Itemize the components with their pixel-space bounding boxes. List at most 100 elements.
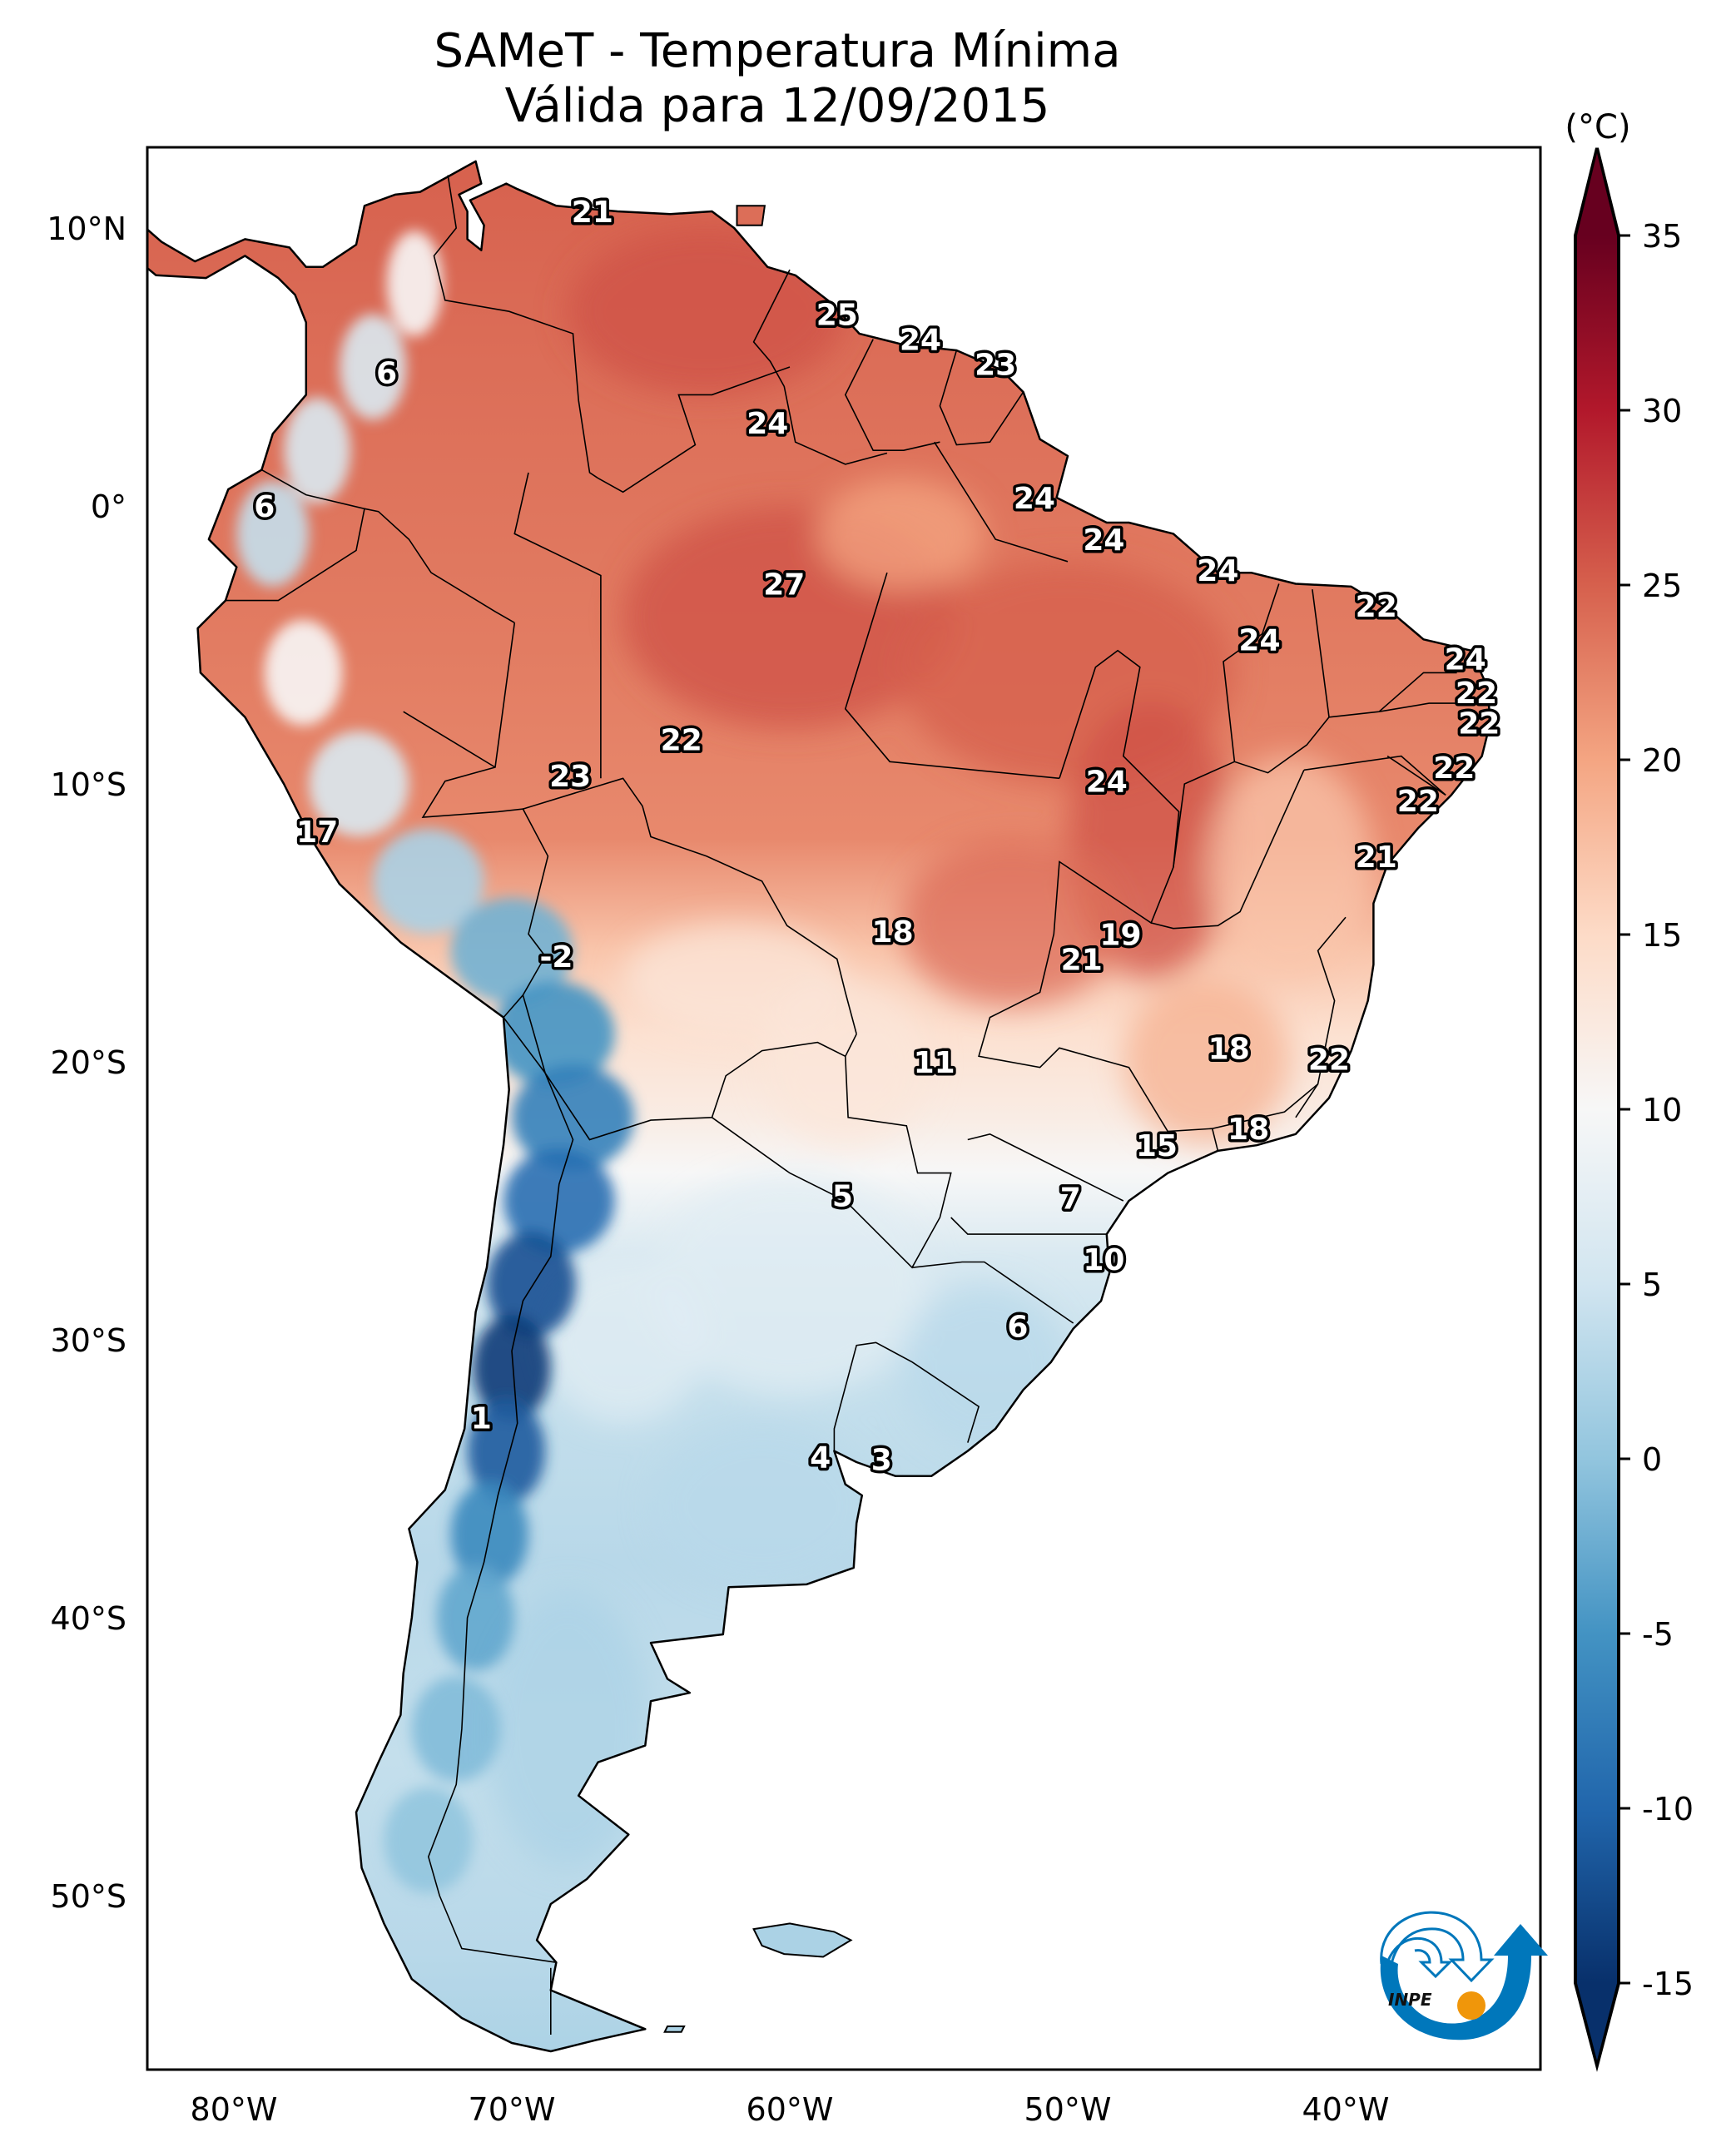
temperature-value-label: 1: [471, 1402, 492, 1436]
latitude-tick-label: 10°S: [51, 766, 126, 803]
temperature-value-label: 21: [1356, 840, 1397, 875]
border-line: [844, 339, 940, 452]
colorbar-tick-label: -10: [1642, 1791, 1694, 1827]
latitude-tick-label: 20°S: [51, 1044, 126, 1081]
andes-cold-segment: [492, 981, 615, 1088]
border-line: [967, 1133, 1124, 1202]
temperature-value-label: 24: [900, 324, 941, 358]
colorbar-ticks: 35 30 25 20 15 10 5 0 -5 -10 -15: [1619, 218, 1694, 2002]
colorbar-extend-min: [1577, 1983, 1617, 2060]
andes-cold-segment: [284, 397, 351, 503]
islands: [663, 205, 853, 2033]
andes-cold-segment: [236, 480, 310, 587]
andes-cold-segment: [473, 1314, 551, 1421]
temperature-value-label: 22: [1356, 590, 1397, 624]
border-line: [364, 508, 515, 623]
latitude-tick-label: 30°S: [51, 1322, 126, 1359]
border-line: [939, 350, 1024, 446]
colorbar-tick-label: -5: [1642, 1616, 1674, 1653]
temperature-value-label: 11: [914, 1046, 955, 1080]
temperature-value-label: 23: [549, 760, 591, 794]
andes-cold-segment: [386, 231, 443, 337]
temperature-value-label: 4: [810, 1440, 831, 1475]
border-line: [844, 572, 1060, 780]
island: [752, 1922, 853, 1958]
logo-outline-arrow-icon: [1380, 1911, 1495, 1983]
temperature-value-label: 10: [1083, 1243, 1124, 1277]
colorbar-gradient: [1574, 147, 1620, 2072]
longitude-tick-label: 60°W: [746, 2091, 834, 2128]
andes-cold-segment: [436, 1564, 515, 1671]
logo-swoosh-arrow-icon: [1380, 1924, 1548, 2040]
border-line: [427, 1017, 574, 1963]
map-area: 2166252423242427242422242422222222212223…: [147, 147, 1540, 2070]
andes-cold-segment: [264, 619, 343, 726]
border-line: [978, 649, 1213, 1133]
border-line: [752, 269, 888, 465]
colorbar-tick-label: 30: [1642, 393, 1682, 429]
temperature-blob: [817, 478, 985, 590]
temperature-value-label: 18: [872, 915, 914, 950]
temperature-value-label: 24: [746, 407, 788, 441]
colorbar-tick-label: 0: [1642, 1441, 1662, 1478]
temperature-blob: [651, 1173, 929, 1396]
andes-cold-segment: [503, 1148, 615, 1254]
temperature-value-label: 24: [1086, 766, 1128, 800]
island: [663, 2026, 686, 2033]
temperature-value-label: 24: [1445, 643, 1486, 677]
temperature-value-label: 24: [1083, 523, 1124, 558]
temperature-blob: [1123, 978, 1291, 1146]
border-line: [1223, 583, 1280, 762]
temperature-value-label: 18: [1228, 1113, 1269, 1147]
colorbar-unit-label: (°C): [1565, 108, 1631, 146]
andes-cold-segment: [450, 897, 573, 1004]
longitude-tick-label: 40°W: [1302, 2091, 1390, 2128]
colorbar-tick-label: 5: [1642, 1267, 1662, 1303]
temperature-blob: [900, 839, 1123, 1007]
colorbar-tick-label: 10: [1642, 1092, 1682, 1128]
island: [736, 205, 766, 226]
border-line: [1303, 755, 1446, 796]
temperature-value-label: 24: [1197, 554, 1238, 588]
temperature-point-labels: 2166252423242427242422242422222222212223…: [251, 192, 1503, 1480]
border-line: [513, 472, 602, 779]
temperature-blob: [539, 1256, 707, 1424]
temperature-value-label: 6: [1007, 1310, 1028, 1344]
temperature-anomalies: [484, 228, 1374, 1868]
border-line: [226, 469, 365, 602]
coastline: [147, 160, 1491, 2053]
border-line: [911, 1261, 1074, 1324]
andes-cold-segment: [411, 1676, 501, 1783]
temperature-value-label: 22: [1433, 751, 1475, 786]
latitude-tick-label: 50°S: [51, 1878, 126, 1915]
temperature-value-label: 24: [1238, 623, 1280, 657]
latitude-tick-label: 0°: [91, 488, 126, 525]
colorbar-extend-max: [1577, 153, 1617, 236]
temperature-value-label: 7: [1060, 1183, 1081, 1217]
border-line: [712, 1056, 952, 1269]
border-line: [1211, 1083, 1319, 1152]
temperature-value-label: 25: [816, 299, 858, 333]
longitude-tick-label: 80°W: [191, 2091, 278, 2128]
temperature-value-label: 19: [1099, 918, 1141, 952]
temperature-value-label: 24: [1014, 482, 1055, 516]
andes-cold-segment: [486, 1231, 576, 1337]
temperature-value-label: 21: [572, 196, 613, 230]
longitude-axis: 80°W 70°W 60°W 50°W 40°W: [191, 2091, 1390, 2128]
temperature-blob: [1207, 756, 1374, 979]
temperature-value-label: 21: [1061, 943, 1103, 977]
colorbar-tick-label: 25: [1642, 568, 1682, 604]
logo-inner-arrow-icon: [1383, 1936, 1453, 1986]
latitude-tick-label: 40°S: [51, 1600, 126, 1637]
longitude-tick-label: 70°W: [469, 2091, 556, 2128]
map-frame: [146, 146, 1542, 2071]
colorbar-tick-label: 15: [1642, 917, 1682, 954]
inpe-logo: INPE: [1380, 1911, 1548, 2040]
andes-cold-segment: [339, 314, 407, 420]
border-line: [1295, 916, 1347, 1118]
temperature-value-label: 22: [1397, 785, 1439, 819]
latitude-axis: 10°N 0° 10°S 20°S 30°S 40°S 50°S: [47, 211, 126, 1915]
temperature-blob: [651, 1423, 874, 1590]
border-line: [403, 711, 496, 768]
